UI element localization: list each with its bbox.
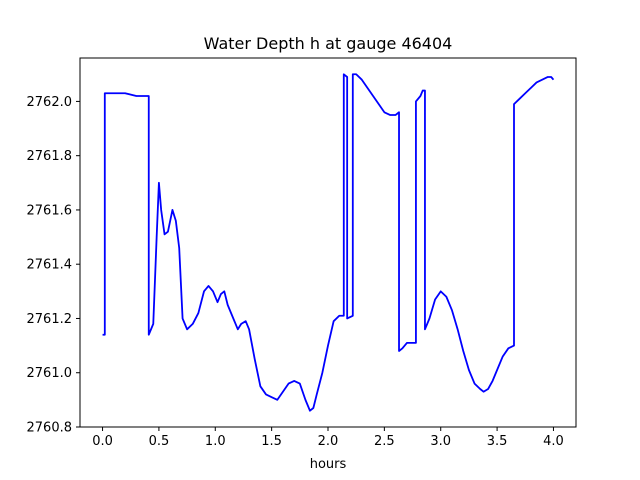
series-layer (102, 73, 555, 412)
y-tick-label: 2761.0 (27, 366, 73, 381)
x-tick-label: 3.5 (487, 434, 508, 449)
x-tick-label: 3.0 (430, 434, 451, 449)
x-tick-label: 0.0 (92, 434, 113, 449)
y-tick-label: 2761.6 (27, 203, 73, 218)
plot-background (80, 58, 576, 427)
x-tick-label: 2.0 (318, 434, 339, 449)
plot-area (80, 58, 576, 427)
y-tick-label: 2760.8 (27, 421, 73, 436)
x-tick-label: 1.0 (205, 434, 226, 449)
y-tick-label: 2762.0 (27, 95, 73, 110)
chart-title: Water Depth h at gauge 46404 (204, 34, 453, 53)
y-tick-label: 2761.2 (27, 312, 73, 327)
x-tick-label: 2.5 (374, 434, 395, 449)
x-tick-label: 1.5 (261, 434, 282, 449)
y-tick-label: 2761.4 (27, 258, 73, 273)
y-tick-label: 2761.8 (27, 149, 73, 164)
x-axis-label: hours (310, 457, 347, 472)
x-tick-label: 4.0 (543, 434, 564, 449)
axes-layer: 0.0 0.5 1.0 1.5 2.0 2.5 3.0 3.5 4.0 2760.8 2761.0 2… (27, 57, 577, 449)
x-tick-label: 0.5 (149, 434, 170, 449)
series-line-0 (102, 73, 555, 412)
